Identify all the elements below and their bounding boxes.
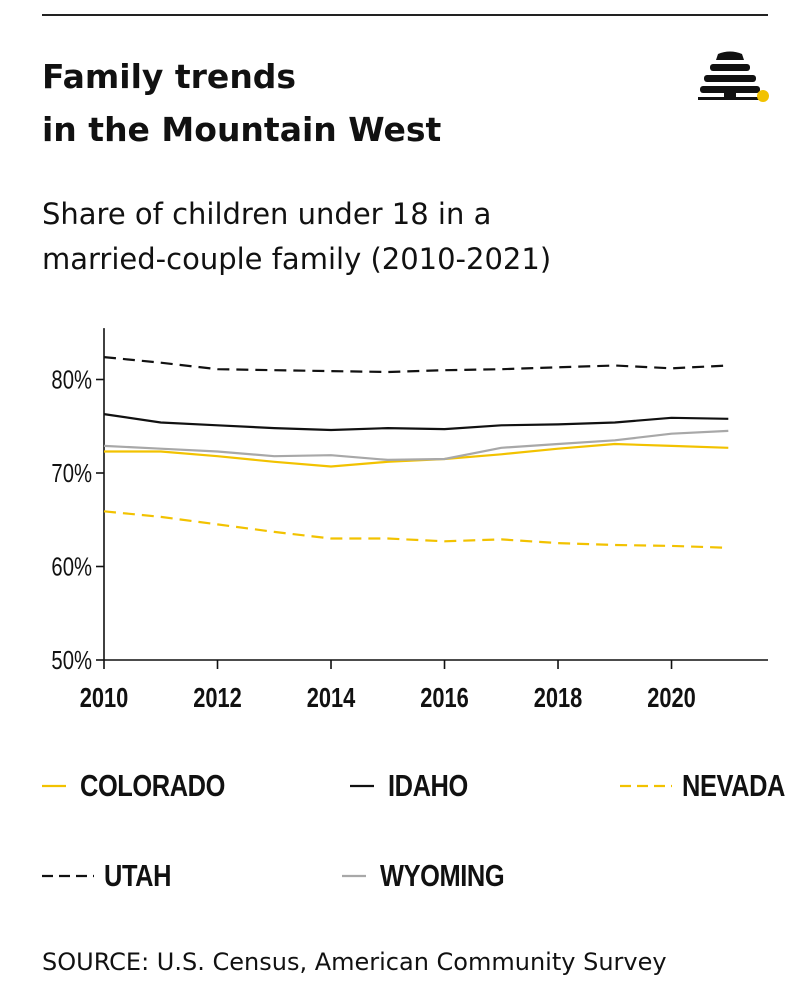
x-tick-label: 2020 <box>647 682 696 713</box>
line-chart: 50% 60% 70% 80% 2010 2012 2014 2016 2018 2020 <box>51 328 768 714</box>
chart-title: Family trends in the Mountain West <box>42 50 642 156</box>
series-line-colorado <box>104 442 729 468</box>
x-tick-label: 2010 <box>80 682 129 713</box>
legend-swatch-nevada <box>620 784 672 788</box>
x-tick-label: 2012 <box>193 682 242 713</box>
y-tick-label: 80% <box>51 365 92 394</box>
series-line-idaho <box>103 413 729 432</box>
legend-label-wyoming: WYOMING <box>380 858 505 893</box>
legend-label-utah: UTAH <box>104 858 172 893</box>
title-line-2: in the Mountain West <box>42 110 442 149</box>
x-tick-label: 2018 <box>534 682 583 713</box>
subtitle-line-2: married-couple family (2010-2021) <box>42 242 552 276</box>
x-tick-label: 2016 <box>420 682 469 713</box>
top-divider <box>42 14 768 16</box>
legend-swatch-idaho <box>350 784 374 788</box>
beehive-icon <box>698 51 769 102</box>
source-note: SOURCE: U.S. Census, American Community … <box>42 948 667 976</box>
x-tick-label: 2014 <box>307 682 356 713</box>
subtitle-line-1: Share of children under 18 in a <box>42 197 492 231</box>
legend-label-nevada: NEVADA <box>682 768 785 803</box>
legend-swatch-utah <box>42 874 94 878</box>
legend-swatch-wyoming <box>342 874 366 878</box>
series-line-utah <box>103 356 729 374</box>
legend-label-idaho: IDAHO <box>388 768 468 803</box>
logo-dot <box>757 90 769 102</box>
title-line-1: Family trends <box>42 57 297 96</box>
y-tick-label: 70% <box>51 459 92 488</box>
chart-subtitle: Share of children under 18 in a married-… <box>42 192 742 282</box>
y-tick-label: 60% <box>51 552 92 581</box>
series-line-nevada <box>103 510 729 549</box>
legend-label-colorado: COLORADO <box>80 768 225 803</box>
legend-swatch-colorado <box>42 784 66 788</box>
y-tick-label: 50% <box>51 646 92 675</box>
series-line-wyoming <box>103 429 729 461</box>
